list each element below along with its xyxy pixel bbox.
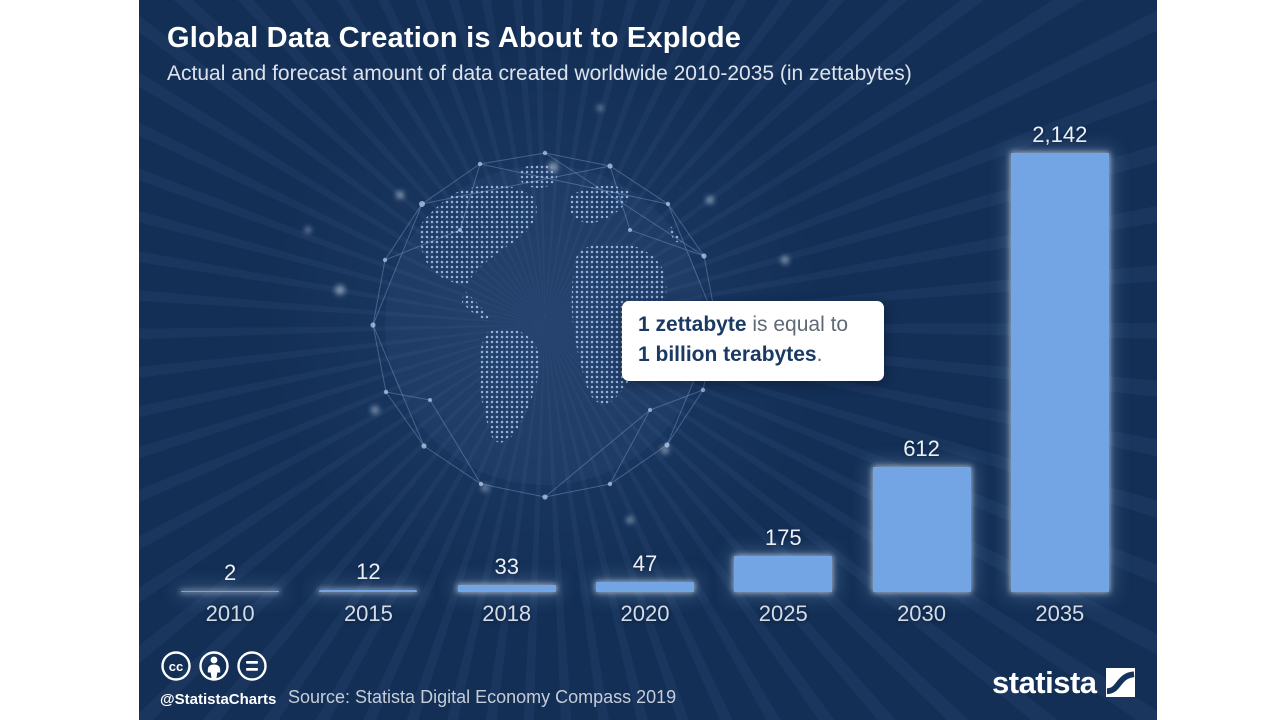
- year-label-2018: 2018: [482, 601, 532, 626]
- statista-logo: statista: [992, 667, 1135, 698]
- bar-2035: [1010, 153, 1109, 592]
- bar-2018: [457, 585, 556, 592]
- year-label-2020: 2020: [620, 601, 670, 626]
- zettabyte-annotation: 1 zettabyte is equal to 1 billion teraby…: [622, 301, 884, 381]
- bar-2030: [872, 466, 971, 592]
- annotation-bold-1: 1 zettabyte: [638, 313, 747, 336]
- license-block: cc @StatistaCharts: [160, 650, 276, 708]
- bar-stack-2025: 175: [714, 120, 852, 592]
- value-label-2018: 33: [494, 554, 519, 580]
- year-label-2035: 2035: [1035, 601, 1085, 626]
- bar-group-2015: 12 2015: [299, 120, 437, 660]
- year-label-2025: 2025: [758, 601, 808, 626]
- bar-2015: [319, 589, 418, 592]
- svg-text:cc: cc: [169, 659, 183, 674]
- annotation-text-2: .: [816, 343, 823, 367]
- value-label-2015: 12: [356, 558, 381, 584]
- year-label-2030: 2030: [897, 601, 947, 626]
- bar-group-2018: 33 2018: [438, 120, 576, 660]
- source-text: Source: Statista Digital Economy Compass…: [288, 687, 677, 707]
- bar-2025: [734, 556, 833, 592]
- bar-stack-2015: 12: [299, 120, 437, 592]
- bar-stack-2010: 2: [161, 120, 299, 592]
- creative-commons-icons: cc: [161, 651, 267, 681]
- bar-group-2020: 47 2020: [576, 120, 714, 660]
- bar-stack-2030: 612: [852, 120, 990, 592]
- bar-group-2010: 2 2010: [161, 120, 299, 660]
- year-label-2010: 2010: [205, 601, 255, 626]
- infographic-canvas: Global Data Creation is About to Explode…: [139, 0, 1157, 720]
- bar-chart: 2 2010 12 2015 33 2018 47 2020 175 2025 612 2030 2,1…: [161, 120, 1129, 660]
- cc-icon: [161, 651, 191, 681]
- bar-group-2030: 612 2030: [852, 120, 990, 660]
- network-nodes: [370, 150, 720, 500]
- annotation-bold-2: 1 billion terabytes: [638, 343, 817, 367]
- equal-icon: [237, 651, 267, 681]
- bar-2020: [595, 582, 694, 592]
- value-label-2010: 2: [224, 559, 237, 585]
- bar-stack-2020: 47: [576, 120, 714, 592]
- statista-logo-icon: [1105, 668, 1135, 697]
- year-label-2015: 2015: [343, 601, 393, 626]
- statista-charts-handle: @StatistaCharts: [160, 691, 277, 708]
- statista-wordmark: statista: [992, 665, 1097, 700]
- bar-group-2025: 175 2025: [714, 120, 852, 660]
- bar-stack-2018: 33: [438, 120, 576, 592]
- annotation-text-1: is equal to: [746, 313, 849, 336]
- page-subtitle: Actual and forecast amount of data creat…: [167, 62, 912, 85]
- dotted-world-map: [419, 165, 703, 443]
- globe-network-illustration: [305, 105, 789, 524]
- value-label-2025: 175: [764, 525, 802, 551]
- value-label-2035: 2,142: [1032, 122, 1088, 147]
- bar-2010: [181, 590, 280, 592]
- page-title: Global Data Creation is About to Explode: [167, 22, 742, 54]
- value-label-2020: 47: [632, 551, 658, 577]
- value-label-2030: 612: [903, 435, 940, 461]
- bar-group-2035: 2,142 2035: [991, 120, 1129, 660]
- bar-stack-2035: 2,142: [991, 120, 1129, 592]
- header: Global Data Creation is About to Explode…: [167, 22, 1107, 86]
